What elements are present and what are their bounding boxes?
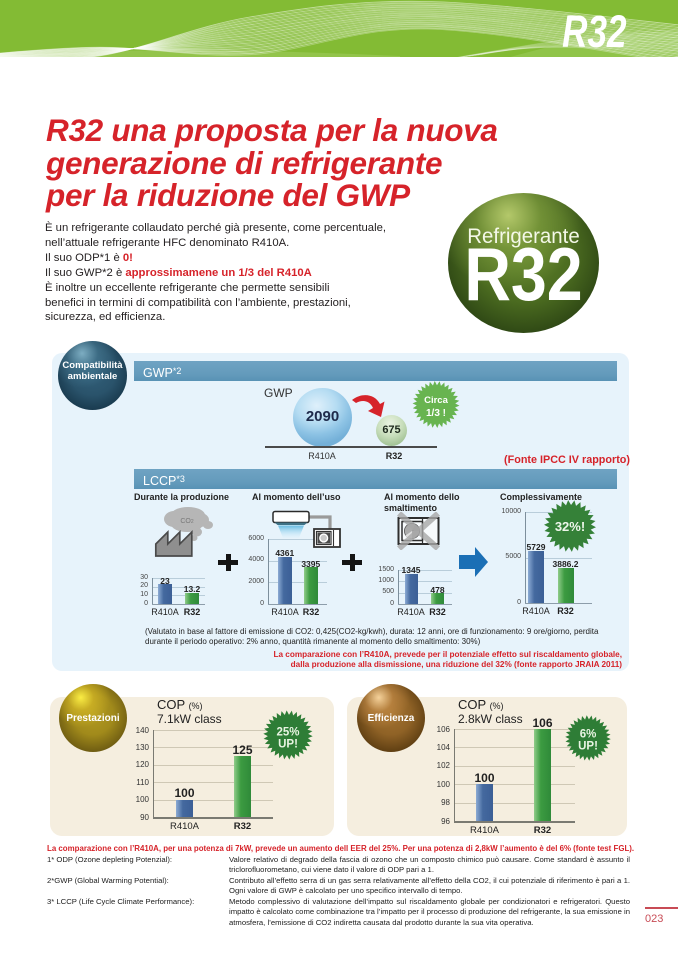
svg-text:UP!: UP! bbox=[278, 739, 298, 751]
svg-text:1/3 !: 1/3 ! bbox=[426, 408, 446, 419]
svg-text:Circa: Circa bbox=[424, 395, 448, 406]
svg-text:32%!: 32%! bbox=[555, 519, 585, 534]
svg-text:25%: 25% bbox=[276, 727, 299, 739]
svg-text:UP!: UP! bbox=[578, 741, 598, 753]
svg-text:6%: 6% bbox=[580, 729, 597, 741]
svg-text:CO2: CO2 bbox=[180, 518, 194, 525]
